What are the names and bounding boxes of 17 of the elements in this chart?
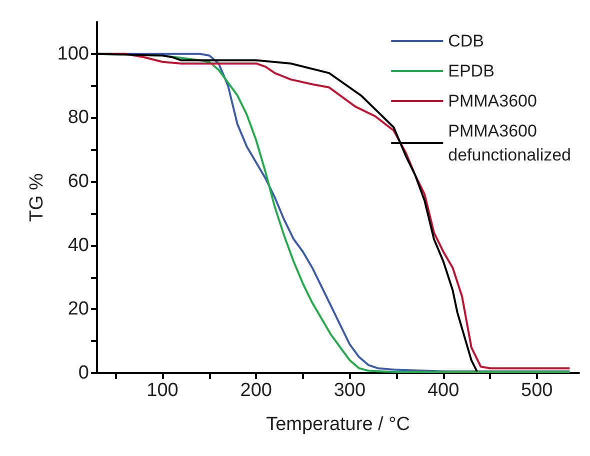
y-axis-title: TG % (26, 173, 48, 222)
y-tick-label: 20 (68, 298, 89, 320)
x-tick-label: 100 (146, 380, 178, 401)
y-tick-label: 0 (78, 362, 89, 384)
legend-label: CDB (448, 32, 484, 50)
y-tick-label: 60 (68, 171, 89, 192)
legend-label: PMMA3600 (448, 92, 537, 110)
x-tick-label: 300 (334, 380, 366, 401)
x-tick-label: 400 (427, 380, 460, 401)
y-tick-label: 40 (68, 234, 89, 256)
y-tick-label: 100 (57, 43, 89, 64)
y-tick-label: 80 (68, 107, 89, 128)
legend-label: PMMA3600 defunctionalized (448, 122, 572, 164)
x-tick-label: 500 (521, 380, 553, 401)
x-axis-title: Temperature / °C (266, 414, 410, 435)
x-tick-label: 200 (240, 380, 272, 401)
legend-label: EPDB (448, 62, 494, 80)
